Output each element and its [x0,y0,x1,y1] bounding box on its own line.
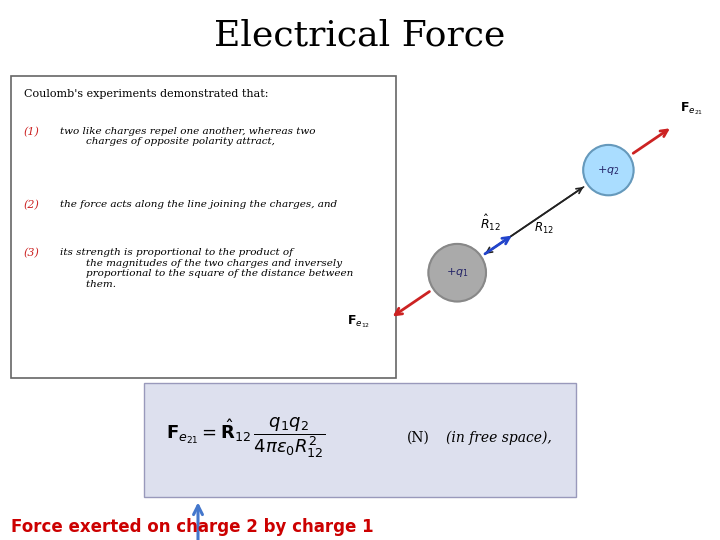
Text: (1): (1) [24,127,40,137]
Text: (N): (N) [407,430,430,444]
Text: $+q_2$: $+q_2$ [597,164,620,177]
Text: (3): (3) [24,248,40,259]
Text: $\mathbf{F}_{e_{12}}$: $\mathbf{F}_{e_{12}}$ [347,314,370,330]
Text: Coulomb's experiments demonstrated that:: Coulomb's experiments demonstrated that: [24,89,269,99]
Text: Force exerted on charge 2 by charge 1: Force exerted on charge 2 by charge 1 [11,517,374,536]
Text: $\mathbf{F}_{e_{21}} = \hat{\mathbf{R}}_{12}\,\dfrac{q_1 q_2}{4\pi\varepsilon_0 : $\mathbf{F}_{e_{21}} = \hat{\mathbf{R}}_… [166,415,325,460]
Text: $R_{12}$: $R_{12}$ [534,221,554,236]
Text: its strength is proportional to the product of
        the magnitudes of the two: its strength is proportional to the prod… [60,248,353,288]
Ellipse shape [428,244,486,301]
Text: Electrical Force: Electrical Force [215,18,505,52]
FancyBboxPatch shape [144,383,576,497]
Text: $+q_1$: $+q_1$ [446,266,469,279]
Text: the force acts along the line joining the charges, and: the force acts along the line joining th… [60,200,337,209]
Text: (in free space),: (in free space), [446,430,552,444]
FancyBboxPatch shape [11,76,396,378]
Ellipse shape [583,145,634,195]
Text: two like charges repel one another, whereas two
        charges of opposite pola: two like charges repel one another, wher… [60,127,315,146]
Text: $\mathbf{F}_{e_{21}}$: $\mathbf{F}_{e_{21}}$ [680,101,703,117]
Text: (2): (2) [24,200,40,210]
Text: $\hat{R}_{12}$: $\hat{R}_{12}$ [480,213,501,233]
